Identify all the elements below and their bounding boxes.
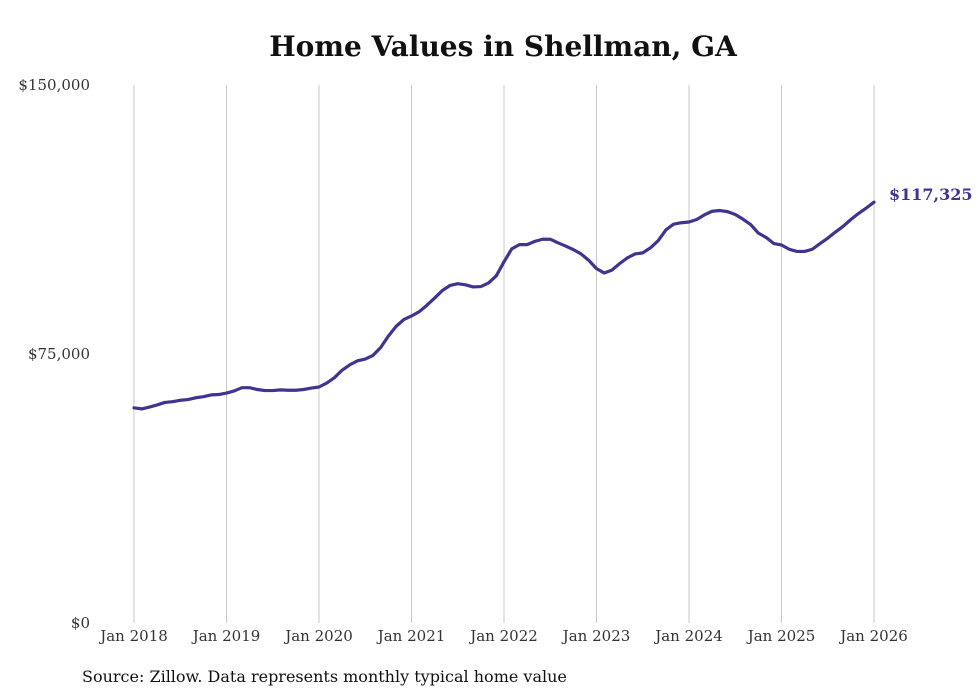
x-tick-label: Jan 2018 (98, 627, 168, 645)
x-tick-label: Jan 2020 (283, 627, 353, 645)
x-tick-label: Jan 2025 (746, 627, 816, 645)
x-tick-label: Jan 2023 (561, 627, 631, 645)
end-value-label: $117,325 (889, 185, 973, 204)
source-note: Source: Zillow. Data represents monthly … (82, 667, 567, 686)
gridlines (133, 85, 875, 623)
y-tick-label: $150,000 (18, 76, 90, 94)
x-tick-label: Jan 2026 (838, 627, 908, 645)
x-tick-label: Jan 2019 (191, 627, 261, 645)
y-tick-label: $0 (71, 614, 90, 632)
series-layer (132, 200, 876, 411)
y-tick-label: $75,000 (28, 345, 90, 363)
y-axis-tick-labels: $0 $75,000 $150,000 (18, 76, 90, 632)
x-tick-label: Jan 2022 (468, 627, 538, 645)
end-label-layer: $117,325 (889, 185, 973, 204)
chart-title: Home Values in Shellman, GA (269, 30, 737, 63)
x-axis-tick-labels: Jan 2018 Jan 2019 Jan 2020 Jan 2021 Jan 2022… (98, 627, 908, 645)
series-line-typical-home-value (132, 200, 876, 411)
x-tick-label: Jan 2024 (653, 627, 723, 645)
x-tick-label: Jan 2021 (376, 627, 446, 645)
